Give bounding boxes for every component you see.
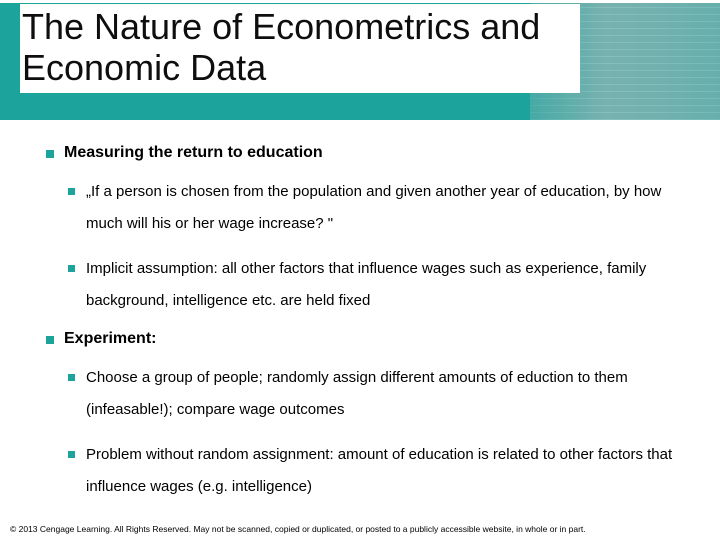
section-0: Measuring the return to education „If a … bbox=[46, 144, 684, 316]
header-white-strip bbox=[0, 0, 720, 3]
section-label: Measuring the return to education bbox=[64, 144, 323, 161]
slide-content: Measuring the return to education „If a … bbox=[0, 120, 720, 502]
slide-title: The Nature of Econometrics and Economic … bbox=[20, 4, 580, 93]
slide-header: The Nature of Econometrics and Economic … bbox=[0, 0, 720, 120]
section-1: Experiment: Choose a group of people; ra… bbox=[46, 330, 684, 502]
bullet-item: „If a person is chosen from the populati… bbox=[64, 176, 684, 239]
copyright-footer: © 2013 Cengage Learning. All Rights Rese… bbox=[10, 524, 586, 534]
bullet-item: Problem without random assignment: amoun… bbox=[64, 439, 684, 502]
section-label: Experiment: bbox=[64, 330, 156, 347]
bullet-item: Implicit assumption: all other factors t… bbox=[64, 253, 684, 316]
bullet-item: Choose a group of people; randomly assig… bbox=[64, 362, 684, 425]
